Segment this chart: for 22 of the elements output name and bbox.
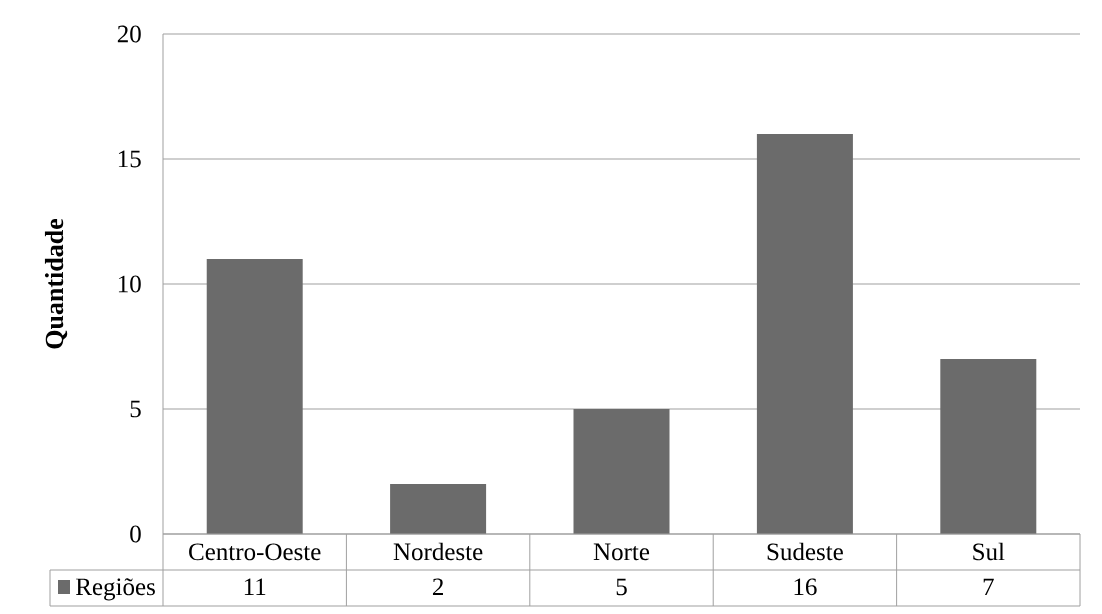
x-tick-label: Sudeste: [767, 542, 843, 561]
data-label: 7: [983, 578, 994, 595]
x-tick-label: Centro-Oeste: [189, 543, 321, 561]
y-tick-label: 20: [117, 25, 141, 43]
legend-label: Regiões: [75, 578, 155, 601]
data-label: 2: [432, 578, 443, 595]
bar: [940, 359, 1037, 534]
x-tick-label: Norte: [593, 543, 650, 561]
data-label: 5: [616, 578, 627, 596]
y-tick-label: 15: [118, 150, 141, 168]
data-label: 11: [244, 578, 266, 595]
bar: [756, 134, 853, 534]
bar: [206, 258, 303, 534]
y-tick-label: 10: [118, 275, 141, 293]
y-axis-title: Quantidade: [44, 218, 68, 349]
bar: [390, 484, 487, 534]
y-tick-label: 5: [130, 400, 141, 418]
x-tick-label: Sul: [973, 542, 1005, 561]
bar: [573, 409, 670, 534]
y-tick-label: 0: [130, 525, 141, 543]
x-tick-label: Nordeste: [393, 542, 483, 561]
data-label: 16: [794, 578, 817, 596]
